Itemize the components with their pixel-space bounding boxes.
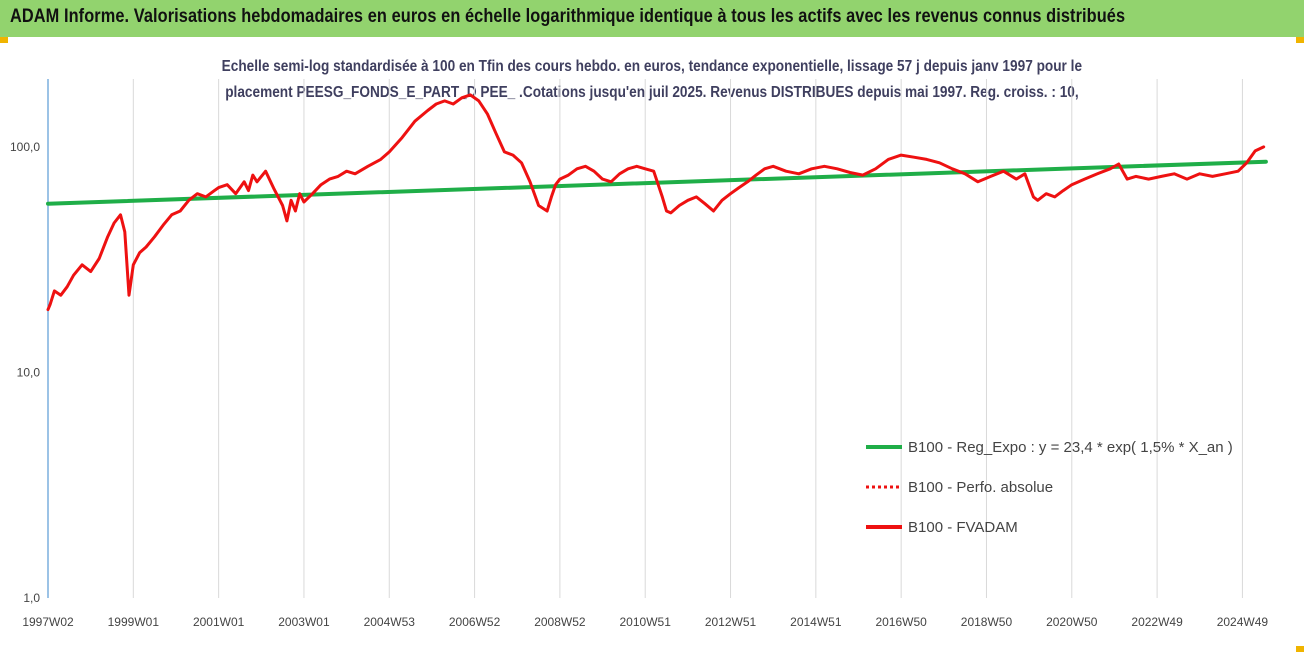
x-tick-label: 2010W51 xyxy=(620,615,672,629)
corner-marker-right xyxy=(1296,37,1304,43)
x-tick-label: 2001W01 xyxy=(193,615,245,629)
legend-entry-fvadam: B100 - FVADAM xyxy=(908,519,1018,536)
legend-entry-absolute-performance: B100 - Perfo. absolue xyxy=(908,479,1053,496)
x-tick-label: 2018W50 xyxy=(961,615,1013,629)
legend-entry-trend: B100 - Reg_Expo : y = 23,4 * exp( 1,5% *… xyxy=(908,439,1233,456)
x-tick-label: 2016W50 xyxy=(875,615,927,629)
x-tick-label: 2020W50 xyxy=(1046,615,1098,629)
chart-subtitle-line-2: placement PEESG_FONDS_E_PART_D PEE_ .Cot… xyxy=(225,84,1079,101)
x-tick-label: 2022W49 xyxy=(1131,615,1183,629)
x-tick-label: 2024W49 xyxy=(1217,615,1269,629)
x-tick-label: 2014W51 xyxy=(790,615,842,629)
x-tick-label: 1997W02 xyxy=(22,615,74,629)
x-tick-label: 2012W51 xyxy=(705,615,757,629)
report-title: ADAM Informe. Valorisations hebdomadaire… xyxy=(10,6,1126,27)
log-line-chart: 1,0 10,0 100,0 1997W02 1999W01 2001W01 2003W0… xyxy=(10,79,1269,629)
title-banner: ADAM Informe. Valorisations hebdomadaire… xyxy=(0,0,1304,37)
y-tick-label: 1,0 xyxy=(23,591,40,605)
corner-marker-left xyxy=(0,37,8,43)
x-tick-label: 2004W53 xyxy=(364,615,416,629)
y-tick-label: 100,0 xyxy=(10,140,40,154)
corner-marker-bottom-right xyxy=(1296,646,1304,652)
x-tick-label: 2008W52 xyxy=(534,615,586,629)
x-tick-label: 2003W01 xyxy=(278,615,330,629)
chart-subtitle-line-1: Echelle semi-log standardisée à 100 en T… xyxy=(221,58,1083,75)
fvadam-price-series xyxy=(46,93,1266,312)
x-tick-label: 2006W52 xyxy=(449,615,501,629)
y-tick-label: 10,0 xyxy=(17,365,41,379)
x-tick-label: 1999W01 xyxy=(108,615,160,629)
